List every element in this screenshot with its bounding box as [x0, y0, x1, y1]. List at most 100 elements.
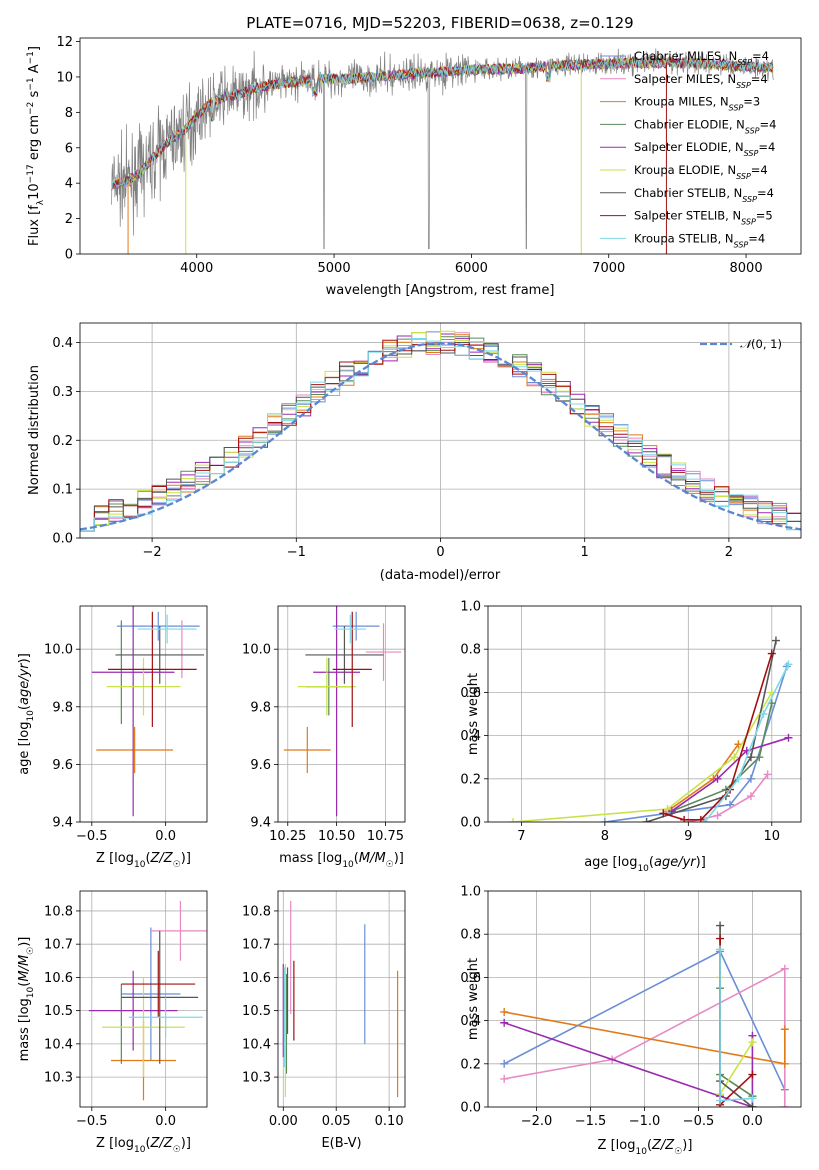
normal-curve — [80, 341, 801, 531]
age-vs-mass-xtick-label: 10.25 — [269, 829, 306, 844]
mass-weight-marker — [784, 660, 793, 669]
mass-weight-vs-metallicity-ytick-label: 0.4 — [460, 1014, 481, 1029]
age-vs-metallicity-xtick-label: 0.0 — [155, 829, 176, 844]
spectrum-legend: Chabrier MILES, NSSP=4 Salpeter MILES, NS… — [600, 49, 776, 249]
spectrum-frame — [79, 37, 802, 255]
mass-vs-metallicity-ytick-label: 10.7 — [44, 938, 73, 953]
histogram-ytick-label: 0.0 — [52, 532, 73, 547]
mass-weight-marker — [730, 753, 739, 762]
histogram: −2 −1 0 1 2 0.0 0.1 0.2 0.3 0.4 (data-model)/error… — [27, 322, 802, 583]
age-vs-mass: 10.25 10.50 10.75 9.4 9.6 9.8 10.0 mass [log10(… — [242, 605, 406, 870]
spectrum-xtick-label: 4000 — [180, 261, 213, 276]
mass-weight-marker — [780, 1059, 789, 1068]
mass-weight-marker — [746, 792, 755, 801]
mass-weight-vs-age: 7 8 9 10 0.0 0.2 0.4 0.6 0.8 1.0 age [log10(age/yr… — [460, 600, 802, 874]
mass-weight-vs-age-ytick-label: 0.8 — [460, 643, 481, 658]
age-vs-mass-ytick-label: 9.4 — [250, 816, 271, 831]
mass-weight-vs-age-xtick-label: 9 — [684, 829, 692, 844]
mass-weight-vs-age-frame — [487, 605, 802, 823]
age-vs-mass-ytick-label: 9.6 — [250, 758, 271, 773]
age-vs-metallicity-ytick-label: 10.0 — [44, 643, 73, 658]
legend-label: Salpeter STELIB, NSSP=5 — [634, 209, 773, 227]
mass-weight-vs-age-xlabel: age [log10(age/yr)] — [584, 855, 706, 874]
mass-vs-ebv-ytick-label: 10.5 — [242, 1004, 271, 1019]
figure-title: PLATE=0716, MJD=52203, FIBERID=0638, z=0… — [246, 14, 633, 32]
mass-vs-metallicity-plot-area — [88, 900, 207, 1101]
mass-weight-vs-age-xtick-label: 10 — [764, 829, 781, 844]
mass-weight-vs-age-plot-area — [509, 636, 793, 822]
histogram-axes: −2 −1 0 1 2 0.0 0.1 0.2 0.3 0.4 (data-model)/error… — [27, 322, 802, 583]
spectrum-ytick-label: 2 — [65, 212, 73, 227]
mass-weight-marker — [746, 774, 755, 783]
spectrum-ytick-label: 0 — [65, 248, 73, 263]
mass-weight-vs-metallicity-ytick-label: 0.2 — [460, 1057, 481, 1072]
legend-label: Chabrier ELODIE, NSSP=4 — [634, 117, 776, 135]
mass-weight-vs-age-xtick-label: 7 — [517, 829, 525, 844]
mass-vs-metallicity-xtick-label: 0.0 — [155, 1114, 176, 1129]
mass-weight-marker — [500, 1074, 509, 1083]
legend-label: Kroupa STELIB, NSSP=4 — [634, 231, 765, 249]
histogram-ytick-label: 0.1 — [52, 483, 73, 498]
mass-weight-vs-metallicity-plot-area — [500, 921, 789, 1107]
mass-weight-vs-metallicity-ylabel: mass weight — [466, 958, 481, 1040]
mass-weight-line — [512, 691, 773, 822]
mass-weight-marker — [659, 809, 668, 818]
histogram-ytick-label: 0.4 — [52, 336, 73, 351]
residual-hist-step — [80, 338, 801, 532]
spectrum-xtick-label: 6000 — [455, 261, 488, 276]
age-vs-mass-ytick-label: 10.0 — [242, 643, 271, 658]
mass-weight-marker — [500, 1018, 509, 1027]
mass-weight-marker — [716, 921, 725, 930]
mass-weight-vs-age-ytick-label: 0.2 — [460, 772, 481, 787]
mass-weight-line — [688, 774, 769, 822]
mass-weight-marker — [763, 770, 772, 779]
mass-weight-vs-age-axes: 7 8 9 10 0.0 0.2 0.4 0.6 0.8 1.0 age [log10(age/yr… — [460, 600, 802, 874]
mass-vs-ebv-ytick-label: 10.4 — [242, 1037, 271, 1052]
age-vs-metallicity-ytick-label: 9.6 — [52, 758, 73, 773]
age-vs-mass-xtick-label: 10.50 — [318, 829, 355, 844]
mass-vs-metallicity-frame — [79, 890, 208, 1108]
mass-vs-ebv-xlabel: E(B-V) — [321, 1136, 361, 1151]
mass-weight-line — [671, 737, 789, 812]
mass-weight-vs-metallicity-ytick-label: 0.0 — [460, 1101, 481, 1116]
age-vs-metallicity-ylabel: age [log10(age/yr)] — [17, 653, 36, 775]
mass-vs-ebv-grid — [278, 891, 405, 1107]
mass-weight-marker — [696, 815, 705, 822]
age-vs-mass-plot-area — [283, 606, 402, 817]
mass-weight-marker — [701, 818, 710, 822]
spectrum-ytick-label: 10 — [56, 70, 73, 85]
mass-vs-ebv-plot-area — [282, 900, 399, 1098]
mass-weight-vs-age-ylabel: mass weight — [466, 673, 481, 755]
mass-vs-ebv-xtick-label: 0.00 — [269, 1114, 298, 1129]
mass-weight-vs-metallicity-xtick-label: −1.0 — [629, 1114, 661, 1129]
mass-weight-marker — [767, 649, 776, 658]
mass-weight-vs-metallicity-xtick-label: −1.5 — [575, 1114, 607, 1129]
plot-layer: 4000 5000 6000 7000 8000024681012wavelength … — [17, 35, 802, 1157]
age-vs-mass-xtick-label: 10.75 — [367, 829, 404, 844]
mass-weight-vs-metallicity-ytick-label: 1.0 — [460, 885, 481, 900]
mass-weight-vs-metallicity-xtick-label: −2.0 — [521, 1114, 553, 1129]
mass-vs-ebv-xtick-label: 0.05 — [322, 1114, 351, 1129]
histogram-ytick-label: 0.2 — [52, 434, 73, 449]
spectrum-xtick-label: 5000 — [318, 261, 351, 276]
mass-weight-vs-age-ytick-label: 0.4 — [460, 729, 481, 744]
histogram-xtick-label: −1 — [287, 545, 306, 560]
mass-vs-metallicity-ytick-label: 10.3 — [44, 1071, 73, 1086]
mass-weight-line — [671, 703, 773, 812]
mass-weight-marker — [716, 1096, 725, 1105]
age-vs-mass-grid — [278, 606, 405, 823]
mass-weight-marker — [759, 710, 768, 718]
mass-weight-marker — [755, 753, 764, 762]
histogram-frame — [79, 322, 802, 539]
mass-weight-marker — [748, 1094, 757, 1103]
mass-weight-marker — [771, 636, 780, 645]
mass-weight-vs-metallicity-xlabel: Z [log10(Z/Z☉)] — [598, 1138, 693, 1157]
mass-weight-marker — [784, 733, 793, 742]
spectrum-xtick-label: 8000 — [730, 261, 763, 276]
legend-label: Chabrier MILES, NSSP=4 — [634, 49, 769, 67]
mass-vs-metallicity-axes: −0.5 0.0 10.3 10.4 10.5 10.6 10.7 10.8 Z [log10(… — [17, 890, 208, 1155]
age-vs-mass-ytick-label: 9.8 — [250, 700, 271, 715]
age-vs-metallicity-ytick-label: 9.4 — [52, 816, 73, 831]
data-spectrum-line — [111, 48, 774, 250]
age-vs-metallicity: −0.5 0.0 9.4 9.6 9.8 10.0 Z [log10(Z/Z☉)] age [… — [17, 605, 208, 870]
